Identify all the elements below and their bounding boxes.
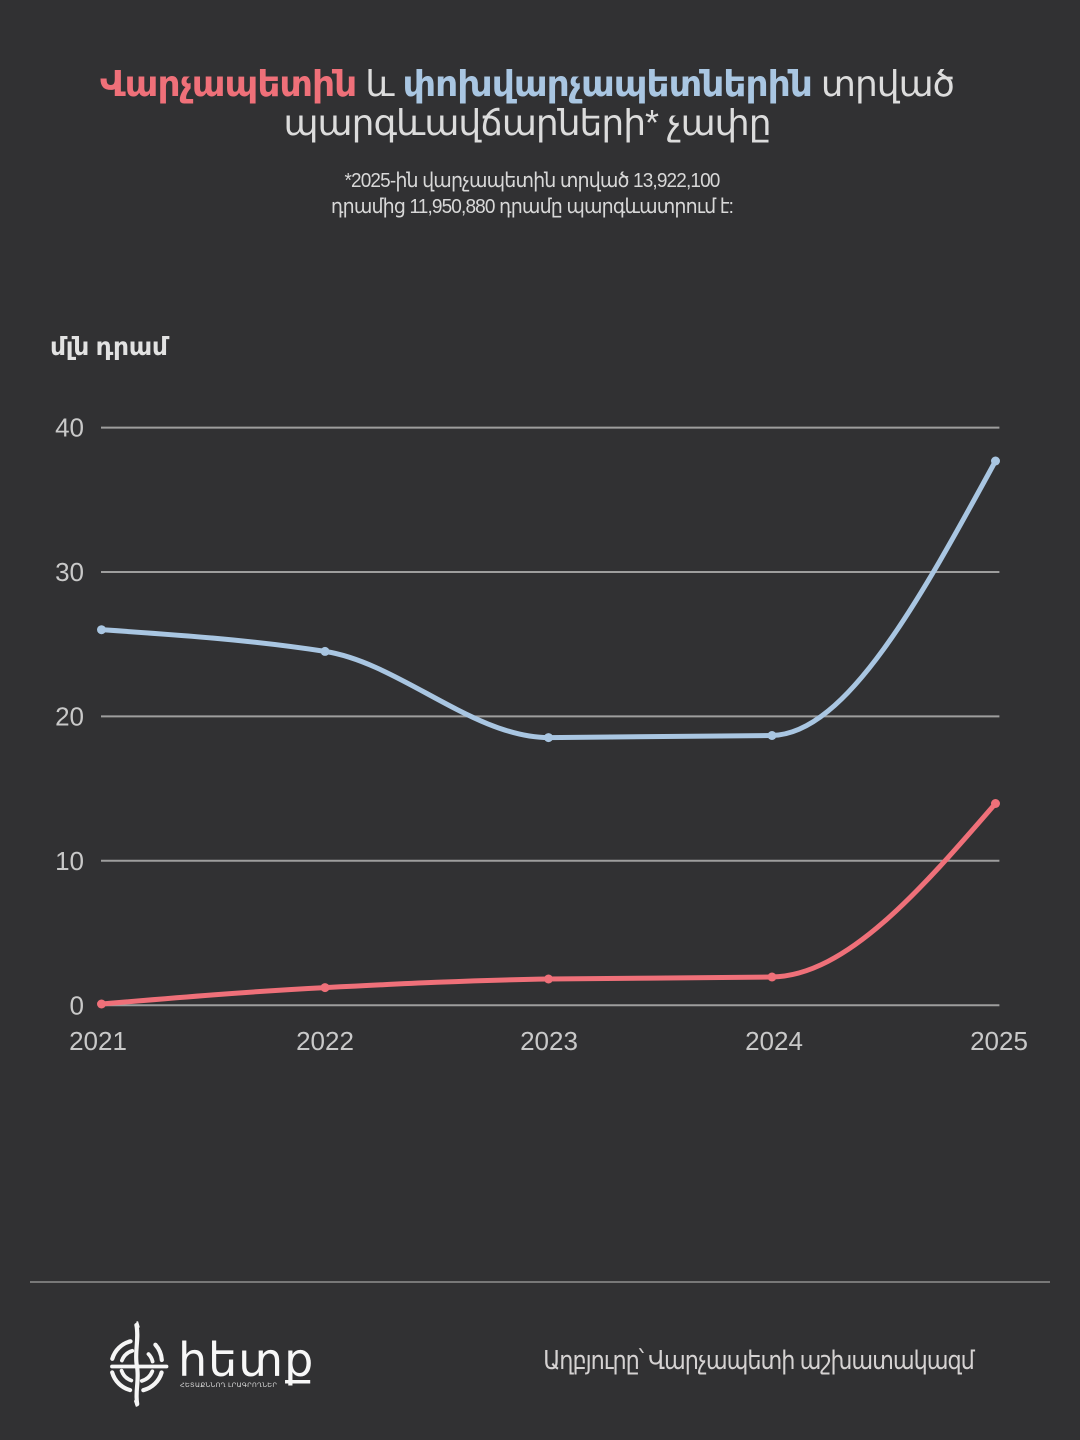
svg-text:40: 40: [55, 413, 84, 443]
svg-text:2023: 2023: [520, 1026, 578, 1056]
svg-text:հետք: հետք: [178, 1333, 314, 1387]
svg-text:30: 30: [55, 557, 84, 587]
svg-text:20: 20: [55, 701, 84, 731]
svg-text:2025: 2025: [970, 1026, 1028, 1056]
svg-text:2024: 2024: [745, 1026, 803, 1056]
svg-text:0: 0: [70, 990, 84, 1020]
svg-text:ՀԵՏԱՔՆՆՈՂ ԼՐԱԳՐՈՂՆԵՐ: ՀԵՏԱՔՆՆՈՂ ԼՐԱԳՐՈՂՆԵՐ: [180, 1382, 278, 1389]
svg-text:2022: 2022: [296, 1026, 354, 1056]
svg-text:10: 10: [55, 846, 84, 876]
svg-text:2021: 2021: [69, 1026, 127, 1056]
